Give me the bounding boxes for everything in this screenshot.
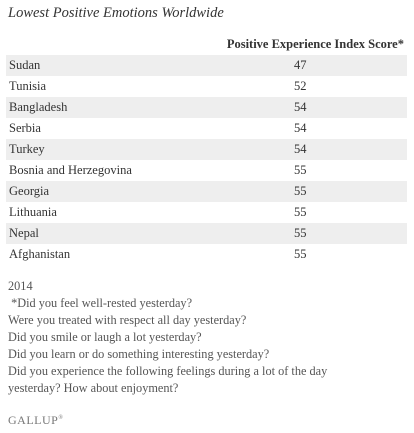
footnote-year: 2014 [8, 279, 33, 293]
table-row: Bosnia and Herzegovina 55 [6, 160, 407, 181]
country-name: Bosnia and Herzegovina [9, 163, 132, 177]
country-name: Georgia [9, 184, 50, 198]
footnotes: 2014 *Did you feel well-rested yesterday… [8, 278, 408, 397]
country-name: Turkey [9, 142, 45, 156]
chart-title: Lowest Positive Emotions Worldwide [8, 5, 224, 21]
table-row: Turkey 54 [6, 139, 407, 160]
score-value: 52 [294, 79, 307, 93]
country-name: Nepal [9, 226, 39, 240]
score-value: 47 [294, 58, 307, 72]
country-name: Tunisia [9, 79, 47, 93]
scores-table: Sudan 47 Tunisia 52 Bangladesh 54 Serbia… [6, 55, 407, 265]
score-value: 55 [294, 226, 307, 240]
footnote-line: Did you smile or laugh a lot yesterday? [8, 330, 202, 344]
score-value: 54 [294, 142, 307, 156]
country-name: Afghanistan [9, 247, 71, 261]
logo-text: GALLUP [8, 413, 59, 427]
table-row: Nepal 55 [6, 223, 407, 244]
table-row: Tunisia 52 [6, 76, 407, 97]
table-row: Serbia 54 [6, 118, 407, 139]
table-row: Georgia 55 [6, 181, 407, 202]
gallup-logo: GALLUP® [8, 413, 63, 428]
country-name: Lithuania [9, 205, 57, 219]
score-value: 54 [294, 121, 307, 135]
footnote-line: Did you learn or do something interestin… [8, 347, 270, 361]
table-row: Afghanistan 55 [6, 244, 407, 265]
table-row: Lithuania 55 [6, 202, 407, 223]
table-row: Bangladesh 54 [6, 97, 407, 118]
score-value: 55 [294, 205, 307, 219]
score-value: 54 [294, 100, 307, 114]
footnote-line: Did you experience the following feeling… [8, 364, 328, 378]
footnote-line: Were you treated with respect all day ye… [8, 313, 247, 327]
footnote-line: yesterday? How about enjoyment? [8, 381, 179, 395]
column-header-score: Positive Experience Index Score* [226, 37, 404, 51]
score-value: 55 [294, 247, 307, 261]
footnote-line: *Did you feel well-rested yesterday? [8, 296, 193, 310]
logo-registered-mark: ® [58, 415, 64, 421]
score-value: 55 [294, 184, 307, 198]
table-row: Sudan 47 [6, 55, 407, 76]
country-name: Bangladesh [9, 100, 68, 114]
score-value: 55 [294, 163, 307, 177]
country-name: Sudan [9, 58, 41, 72]
country-name: Serbia [9, 121, 41, 135]
